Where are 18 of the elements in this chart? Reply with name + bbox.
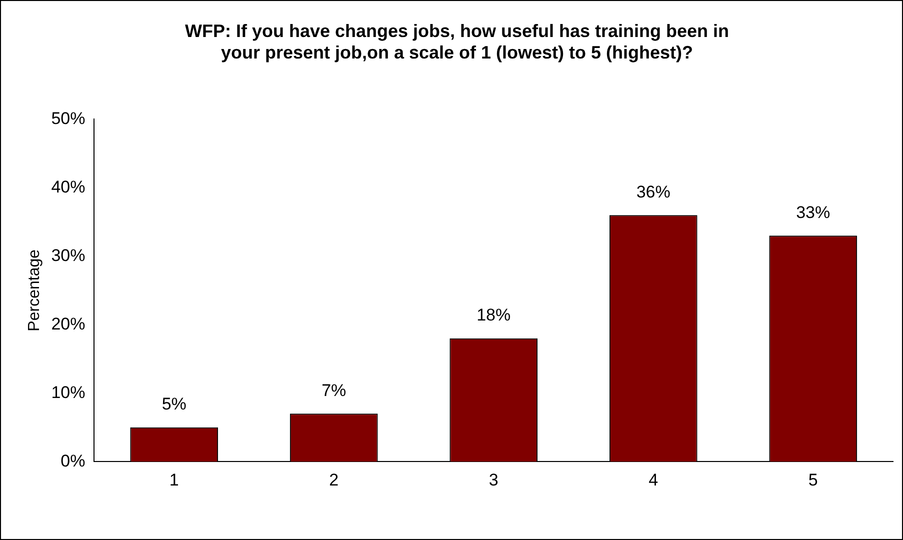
y-tick-label: 50% [51, 108, 86, 128]
y-axis-title: Percentage [26, 249, 44, 332]
y-tick-label: 20% [51, 314, 86, 334]
data-label: 7% [322, 380, 346, 400]
y-tick-label: 10% [51, 382, 86, 402]
data-label: 33% [796, 202, 830, 222]
y-tick-label: 40% [51, 177, 86, 196]
data-label: 5% [162, 394, 186, 414]
x-tick-label: 1 [169, 470, 179, 490]
x-tick-label: 2 [329, 470, 339, 490]
x-tick-label: 4 [648, 470, 658, 490]
data-label: 18% [476, 306, 511, 325]
y-tick-label: 30% [51, 246, 86, 265]
y-tick-label: 0% [60, 451, 86, 470]
chart-title: WFP: If you have changes jobs, how useful has training been in your present job,on a scale of 1 (lowest) to 5 (highest)? [184, 20, 730, 62]
data-label: 36% [636, 182, 670, 202]
x-tick-label: 3 [488, 470, 498, 490]
x-tick-label: 5 [808, 470, 818, 490]
